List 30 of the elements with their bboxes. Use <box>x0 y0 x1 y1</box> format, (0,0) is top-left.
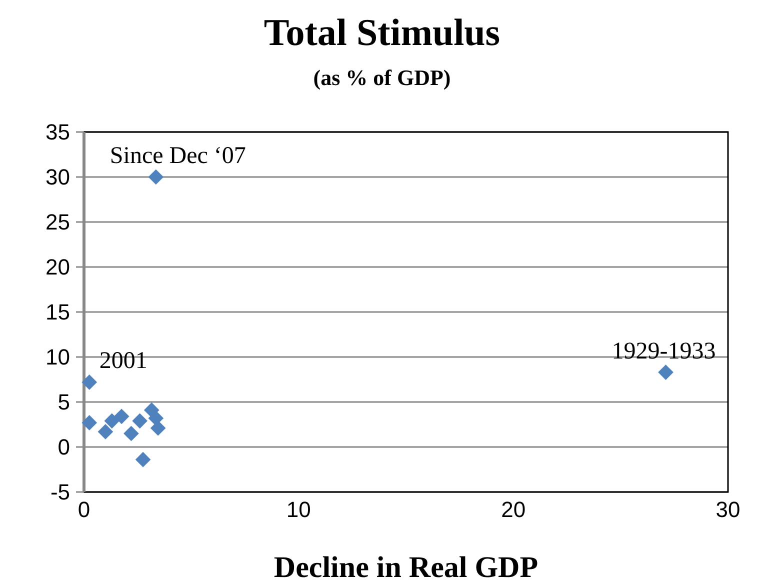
point <box>124 426 139 442</box>
x-tick-label: 0 <box>78 497 90 522</box>
y-tick-label: 25 <box>46 210 70 235</box>
chart-subtitle: (as % of GDP) <box>313 65 451 90</box>
point <box>82 374 98 390</box>
y-tick-label: 35 <box>46 120 70 145</box>
y-tick-label: 10 <box>46 344 70 370</box>
point <box>150 420 166 436</box>
y-tick-label: -5 <box>50 480 70 505</box>
x-tick-label: 20 <box>501 497 526 522</box>
chart-title: Total Stimulus <box>264 12 500 54</box>
annotation: Since Dec ‘07 <box>110 143 246 169</box>
point <box>132 413 148 429</box>
x-tick-label: 30 <box>716 497 740 522</box>
y-tick-label: 30 <box>46 164 70 190</box>
y-tick-label: 15 <box>46 300 70 325</box>
x-axis-title: Decline in Real GDP <box>274 551 538 584</box>
x-tick-label: 10 <box>286 497 311 522</box>
y-tick-label: 5 <box>58 390 70 415</box>
annotation: 2001 <box>99 348 148 374</box>
y-tick-label: 0 <box>58 434 70 460</box>
point <box>104 413 120 429</box>
point <box>135 452 151 468</box>
point <box>148 169 164 185</box>
annotation: 1929-1933 <box>612 338 716 364</box>
point <box>114 408 130 424</box>
y-tick-label: 20 <box>46 254 70 280</box>
point <box>658 364 674 380</box>
point <box>82 415 98 430</box>
point <box>98 424 114 440</box>
